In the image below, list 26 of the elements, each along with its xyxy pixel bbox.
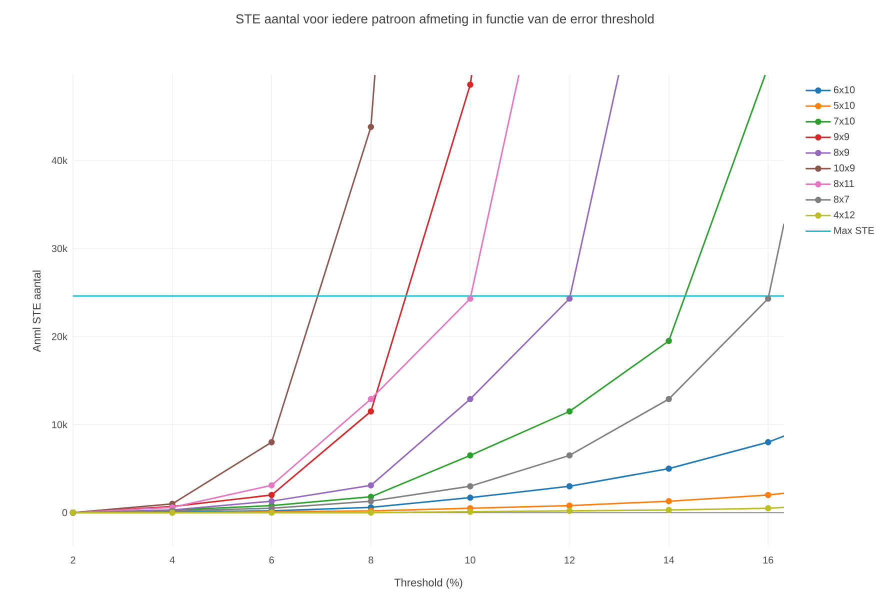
x-tick-label: 10 xyxy=(465,556,476,564)
legend-label: 8x7 xyxy=(834,196,850,203)
y-tick-label: 10k xyxy=(52,420,68,428)
x-tick-label: 14 xyxy=(664,556,674,564)
chart-title: STE aantal voor iedere patroon afmeting in functie van de error threshold xyxy=(236,14,654,26)
y-tick-label: 0 xyxy=(62,509,68,516)
y-axis-title: Anml STE aantal xyxy=(32,270,41,352)
legend-label: 7x10 xyxy=(834,118,855,125)
x-tick-label: 16 xyxy=(763,556,774,564)
legend-label: 6x10 xyxy=(834,86,855,94)
legend-label: 10x9 xyxy=(834,164,855,172)
x-tick-label: 8 xyxy=(368,556,374,564)
y-tick-label: 30k xyxy=(52,244,68,252)
y-tick-label: 40k xyxy=(52,156,68,164)
legend-label: Max STE xyxy=(834,226,874,234)
legend-label: 8x9 xyxy=(834,148,850,156)
legend-label: 4x12 xyxy=(834,211,855,218)
x-tick-label: 6 xyxy=(269,556,274,564)
y-tick-label: 20k xyxy=(52,332,68,340)
x-tick-label: 12 xyxy=(564,556,575,564)
legend-label: 9x9 xyxy=(834,133,850,140)
legend-label: 8x11 xyxy=(834,180,854,188)
x-tick-label: 4 xyxy=(170,556,175,564)
legend-label: 5x10 xyxy=(834,102,855,109)
x-axis-title: Threshold (%) xyxy=(394,578,462,589)
x-tick-label: 2 xyxy=(70,556,76,564)
